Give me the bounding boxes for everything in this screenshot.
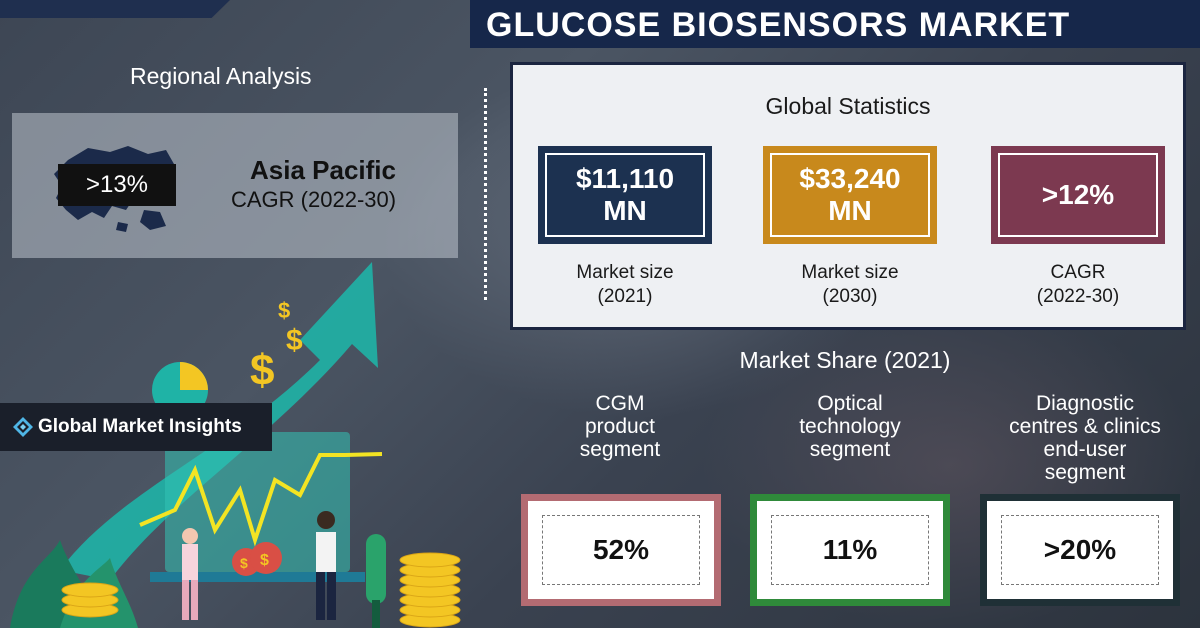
regional-analysis-title: Regional Analysis xyxy=(130,63,312,89)
region-name: Asia Pacific xyxy=(250,155,396,185)
stat-value: $11,110 MN xyxy=(575,163,675,226)
diamond-logo-icon xyxy=(13,417,33,437)
stat-label: Market size (2030) xyxy=(801,262,899,307)
share-card-border: >20% xyxy=(1001,515,1159,585)
svg-text:$: $ xyxy=(286,324,303,357)
segment-label-optical: Optical technology segment xyxy=(799,392,901,461)
stat-value: $33,240 MN xyxy=(799,163,901,226)
stat-card-border xyxy=(998,153,1158,237)
brand-logo-text: Global Market Insights xyxy=(38,416,242,437)
share-card-cgm: 52% xyxy=(521,494,721,606)
segment-label-diagnostic: Diagnostic centres & clinics end-user se… xyxy=(1009,392,1161,484)
share-value: 11% xyxy=(822,534,878,565)
header-accent xyxy=(0,0,230,18)
global-statistics-panel: Global Statistics $11,110 MN Market size… xyxy=(510,62,1186,330)
header: GLUCOSE BIOSENSORS MARKET xyxy=(0,0,1200,52)
svg-text:$: $ xyxy=(260,552,269,569)
divider xyxy=(484,88,487,300)
stat-card-market-size-2030: $33,240 MN xyxy=(763,146,937,244)
stat-card-border xyxy=(545,153,705,237)
segment-label-cgm: CGM product segment xyxy=(579,392,661,461)
stat-card-cagr: >12% xyxy=(991,146,1165,244)
region-cagr-label: CAGR (2022-30) xyxy=(231,187,397,212)
svg-text:$: $ xyxy=(240,555,248,571)
share-card-border: 11% xyxy=(771,515,929,585)
stat-label: Market size (2021) xyxy=(576,262,674,307)
stat-label: CAGR (2022-30) xyxy=(1036,262,1120,307)
share-value: >20% xyxy=(1043,534,1117,565)
svg-text:$: $ xyxy=(278,298,290,323)
market-share-title: Market Share (2021) xyxy=(739,347,951,373)
share-card-diagnostic: >20% xyxy=(980,494,1180,606)
stat-card-border xyxy=(770,153,930,237)
svg-text:$: $ xyxy=(250,346,274,395)
share-card-optical: 11% xyxy=(750,494,950,606)
header-title-box xyxy=(470,0,1200,48)
global-statistics-title: Global Statistics xyxy=(765,93,931,119)
share-value: 52% xyxy=(592,534,650,565)
stat-value: >12% xyxy=(1041,179,1115,210)
share-card-border: 52% xyxy=(542,515,700,585)
regional-percentage-badge: >13% xyxy=(58,164,176,206)
brand-logo: Global Market Insights xyxy=(0,403,272,451)
page-title: GLUCOSE BIOSENSORS MARKET xyxy=(486,6,1071,44)
stat-card-market-size-2021: $11,110 MN xyxy=(538,146,712,244)
